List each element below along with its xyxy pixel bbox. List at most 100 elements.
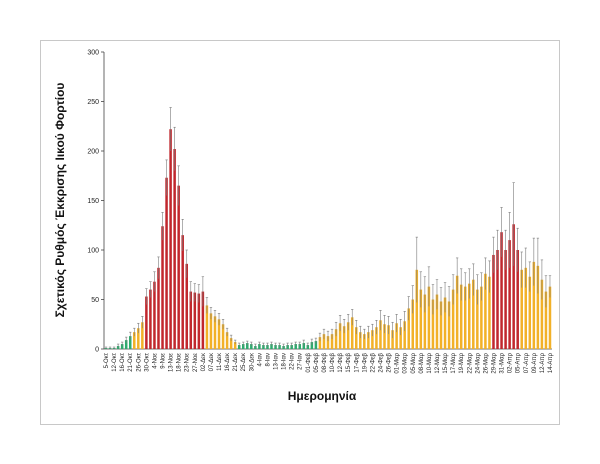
bar (387, 325, 390, 349)
error-bar (338, 315, 342, 332)
error-bar (298, 341, 301, 347)
error-bar (201, 276, 205, 307)
error-bar (371, 323, 374, 337)
bar (468, 283, 471, 349)
error-bar (185, 249, 188, 278)
error-bar (411, 285, 414, 314)
bar (447, 301, 451, 349)
bar (161, 226, 164, 349)
bar (407, 308, 410, 349)
error-bar (254, 343, 257, 349)
error-bar (330, 328, 334, 340)
error-bar (306, 342, 310, 348)
bar (314, 341, 318, 349)
x-tick-label: 08-Φεβ (322, 352, 328, 372)
error-bar (439, 287, 443, 316)
error-bar (322, 328, 326, 340)
bar (363, 334, 366, 349)
bar (488, 276, 491, 349)
x-tick-label: 03-Μαρ (403, 352, 409, 373)
x-tick-label: 12-Φεβ (338, 352, 344, 372)
bar (124, 340, 128, 349)
bar (520, 269, 523, 349)
bar (391, 330, 394, 349)
error-bar (451, 274, 455, 305)
error-bar (512, 182, 515, 266)
bar (463, 286, 467, 349)
error-bar (193, 283, 197, 302)
error-bar (290, 342, 293, 348)
error-bar (532, 237, 536, 286)
bar (205, 305, 209, 349)
bar (544, 291, 548, 349)
error-bar (435, 279, 439, 310)
bar (508, 240, 511, 349)
bar (290, 345, 293, 349)
x-tick-label: 26-Οκτ (136, 352, 142, 371)
bar (246, 343, 249, 349)
x-tick-label: 17-Μαρ (451, 352, 457, 373)
bar (399, 327, 402, 349)
error-bar (250, 341, 253, 347)
error-bar (379, 310, 382, 331)
bar (237, 345, 241, 349)
error-bar (286, 342, 289, 348)
error-bar (395, 314, 398, 333)
bar (197, 293, 201, 349)
error-bar (282, 343, 285, 349)
bar (540, 279, 544, 349)
bar (383, 324, 386, 349)
x-tick-label: 24-Φεβ (378, 352, 384, 372)
x-tick-label: 29-Μαρ (491, 352, 497, 373)
error-bar (544, 275, 548, 308)
error-bar (120, 341, 124, 347)
bar (217, 319, 221, 349)
bar (427, 286, 431, 349)
error-bar (415, 236, 418, 303)
bar (306, 345, 310, 349)
bar (496, 250, 499, 349)
bar (472, 279, 475, 349)
error-bar (476, 274, 479, 305)
bar (359, 332, 362, 349)
x-tick-label: 13-Νοε (169, 353, 175, 372)
bar (524, 267, 528, 349)
bar (338, 323, 342, 349)
error-bar (464, 272, 467, 301)
bar (185, 263, 188, 349)
bar (548, 286, 552, 349)
bar (250, 344, 253, 349)
error-bar (351, 309, 354, 326)
y-tick-label: 100 (87, 248, 99, 255)
bar (201, 291, 205, 349)
x-tick-label: 05-Απρ (516, 352, 522, 373)
error-bar (137, 322, 140, 334)
error-bar (318, 332, 322, 342)
x-tick-label: 12-Απρ (540, 352, 546, 373)
error-bar (197, 284, 201, 303)
error-bar (302, 339, 305, 347)
bar (189, 291, 193, 349)
bar (266, 345, 269, 349)
error-bar (258, 341, 261, 347)
error-bar (524, 247, 527, 288)
bar (459, 284, 463, 349)
x-tick-label: 12-Οκτ (112, 352, 118, 371)
bar (229, 338, 233, 349)
bar (221, 324, 225, 349)
x-tick-label: 30-Δεκ (249, 352, 255, 371)
bar (512, 224, 515, 349)
x-tick-label: 24-Μαρ (475, 352, 481, 373)
bar (451, 289, 455, 349)
error-bar (112, 346, 116, 349)
bar (173, 149, 176, 349)
error-bar (508, 212, 511, 268)
error-bar (459, 268, 463, 301)
x-axis-title: Ημερομηνία (288, 389, 357, 403)
x-tick-label: 11-Δεκ (217, 352, 223, 371)
x-tick-label: 10-Φεβ (330, 352, 336, 372)
error-bar (116, 343, 120, 349)
error-bar (500, 207, 503, 257)
x-tick-label: 10-Μαρ (427, 352, 433, 373)
